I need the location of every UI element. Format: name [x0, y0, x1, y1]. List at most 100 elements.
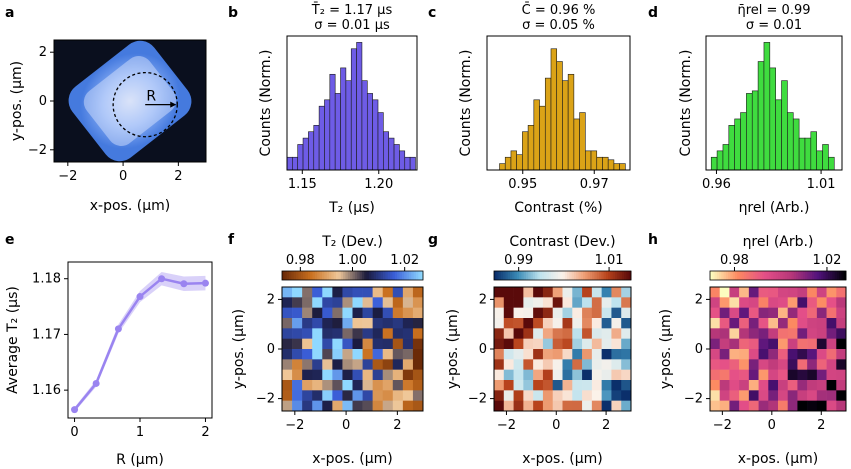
panel-g-heatmap-cell	[572, 380, 583, 391]
panel-g-heatmap-cell	[562, 297, 573, 308]
panel-h-heatmap-cell	[807, 359, 818, 370]
panel-h-heatmap-cell	[836, 287, 847, 298]
panel-g-heatmap-cell	[572, 400, 583, 412]
panel-f-heatmap-cell	[332, 359, 343, 370]
panel-f-colorbar-segment	[303, 271, 306, 280]
panel-h-heatmap-cell	[787, 338, 798, 350]
panel-g-heatmap-cell	[533, 328, 544, 339]
panel-g-heatmap-cell	[494, 380, 505, 391]
panel-g-heatmap-cell	[542, 307, 554, 319]
panel-f-heatmap-cell	[382, 390, 394, 401]
panel-h-colorbar-segment	[739, 271, 743, 280]
panel-h-heatmap-cell	[836, 328, 847, 339]
panel-h-heatmap-cell	[826, 349, 837, 360]
panel-f-colorbar-segment	[411, 271, 414, 280]
panel-h-heatmap-cell	[787, 369, 798, 381]
panel-d-bar	[722, 144, 730, 171]
panel-g-heatmap-cell	[601, 287, 612, 298]
panel-a-sample-core	[83, 56, 177, 146]
panel-g-heatmap-cell	[611, 338, 622, 350]
panel-g-colorbar-segment	[615, 271, 618, 280]
panel-h-heatmap-cell	[826, 287, 837, 298]
panel-d-bar	[751, 90, 759, 171]
panel-f-xtick: 2	[393, 418, 401, 433]
panel-g-heatmap-cell	[572, 307, 583, 319]
panel-f-colorbar-segment	[291, 271, 295, 280]
panel-b-stats-mean: T̄₂ = 1.17 μs	[311, 3, 393, 18]
panel-h-heatmap-cell	[739, 390, 750, 401]
panel-h-heatmap-cell	[807, 349, 818, 360]
panel-g-colorbar-segment	[535, 271, 538, 280]
panel-f-heatmap-cell	[292, 380, 303, 391]
panel-b-frame	[286, 35, 418, 171]
panel-b-bar	[302, 137, 309, 171]
panel-h-heatmap-cell	[710, 297, 721, 308]
panel-h-colorbar-segment	[755, 271, 758, 280]
panel-h-colorbar-segment	[796, 271, 799, 280]
panel-f-colorbar-segment	[326, 271, 330, 280]
panel-h-heatmap-cell	[807, 318, 818, 329]
panel-h-heatmap-cell	[739, 338, 750, 350]
panel-h-heatmap-cell	[758, 338, 769, 350]
panel-f-heatmap-cell	[402, 297, 414, 308]
panel-h-heatmap-cell	[729, 307, 740, 319]
panel-f-heatmap-cell	[392, 400, 404, 412]
panel-g-heatmap-cell	[582, 400, 593, 412]
panel-g-heatmap-cell	[542, 390, 554, 401]
panel-g-heatmap-cell	[591, 380, 602, 391]
panel-f-heatmap-cell	[402, 307, 414, 319]
panel-g-heatmap-cell	[562, 380, 573, 391]
panel-b-bar	[324, 99, 331, 171]
panel-a-radius-circle	[112, 71, 178, 138]
panel-g-heatmap-cell	[494, 307, 505, 319]
panel-g-colorbar-segment	[601, 271, 604, 280]
panel-f-label: f	[228, 232, 235, 248]
panel-c-bar	[579, 112, 586, 171]
panel-h-heatmap-cell	[836, 318, 847, 329]
panel-h-heatmap-cell	[826, 318, 837, 329]
panel-f-colorbar-segment	[293, 271, 297, 280]
panel-f-heatmap-cell	[402, 287, 414, 298]
panel-f-heatmap-cell	[352, 328, 363, 339]
panel-f-heatmap-cell	[282, 287, 293, 298]
panel-a-xtick: −2	[58, 169, 77, 184]
panel-h-heatmap-cell	[719, 390, 730, 401]
panel-e-data-point	[114, 325, 122, 333]
panel-h-heatmap-cell	[836, 359, 847, 370]
panel-d-xlabel: ηrel (Arb.)	[739, 200, 810, 216]
panel-g-colorbar-segment	[557, 271, 561, 280]
panel-h-colorbar-segment	[764, 271, 768, 280]
panel-h-heatmap-cell	[778, 380, 789, 391]
panel-g-colorbar-segment	[537, 271, 541, 280]
panel-f-heatmap-cell	[282, 349, 293, 360]
panel-h-heatmap-cell	[807, 338, 818, 350]
panel-h-heatmap-cell	[748, 349, 759, 360]
panel-e-ytick: 1.18	[32, 272, 61, 287]
panel-h-heatmap-cell	[710, 390, 721, 401]
panel-h-heatmap-cell	[729, 390, 740, 401]
panel-d-xtick: 1.01	[807, 177, 836, 192]
panel-g-heatmap-cell	[552, 307, 563, 319]
panel-c-bar	[539, 105, 546, 171]
panel-g-colorbar-segment	[621, 271, 625, 280]
panel-h-heatmap-cell	[739, 349, 750, 360]
panel-c-frame	[486, 35, 631, 171]
panel-g-heatmap-cell	[582, 369, 593, 381]
panel-b-bar	[377, 112, 384, 171]
panel-g-heatmap-cell	[523, 380, 534, 391]
panel-h-heatmap-cell	[768, 359, 779, 370]
panel-g-heatmap-cell	[611, 400, 622, 412]
panel-g-label: g	[428, 232, 438, 248]
panel-f-colorbar-segment	[319, 271, 323, 280]
panel-b-bar	[292, 156, 299, 171]
panel-g-heatmap-cell	[621, 287, 632, 298]
panel-f-heatmap-cell	[332, 328, 343, 339]
panel-h-heatmap-cell	[710, 307, 721, 319]
panel-g-colorbar-label: Contrast (Dev.)	[509, 234, 615, 250]
panel-c-bar	[585, 150, 592, 171]
panel-h-heatmap-cell	[816, 318, 827, 329]
panel-g-heatmap-cell	[572, 287, 583, 298]
panel-f-heatmap-cell	[352, 287, 363, 298]
panel-h-colorbar-segment	[789, 271, 792, 280]
panel-e-ytick: 1.16	[32, 383, 61, 398]
